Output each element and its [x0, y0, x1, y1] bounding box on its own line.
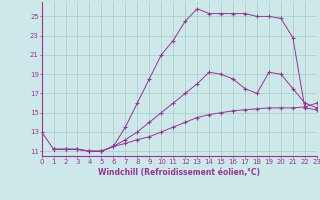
X-axis label: Windchill (Refroidissement éolien,°C): Windchill (Refroidissement éolien,°C) [98, 168, 260, 177]
